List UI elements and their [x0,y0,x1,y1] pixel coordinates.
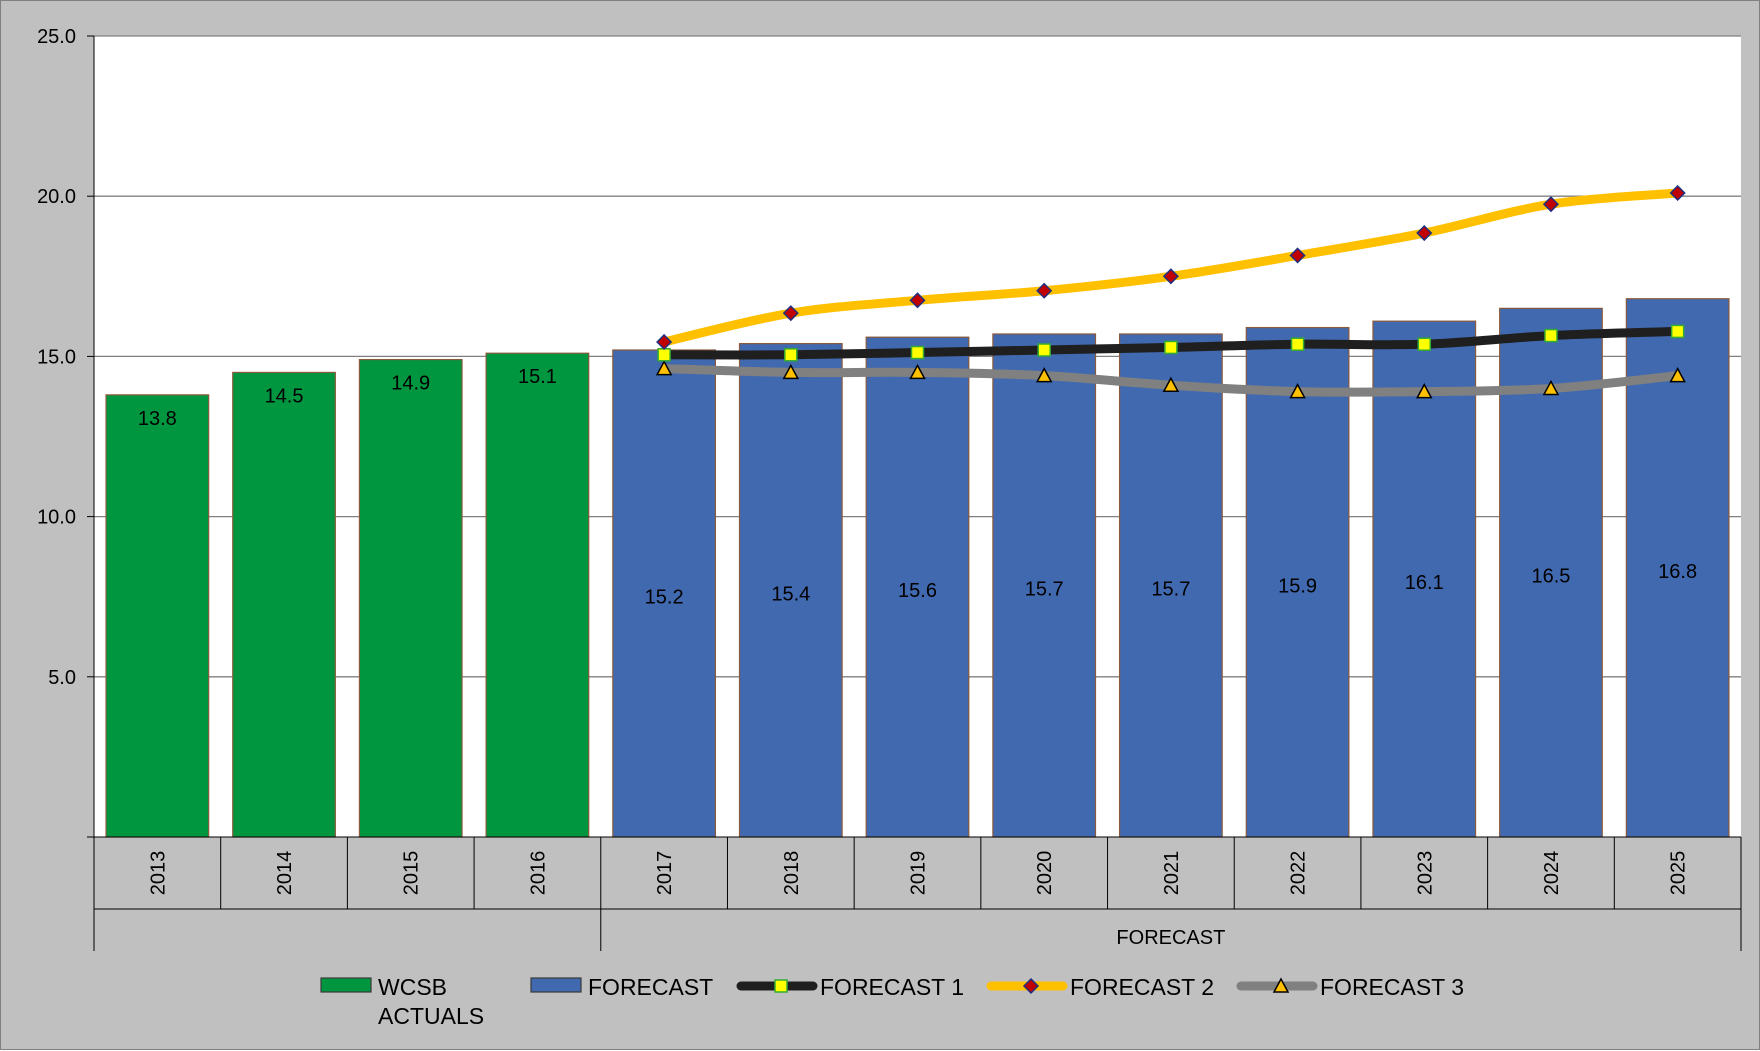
line-point [1162,268,1179,285]
legend-label: FORECAST 2 [1070,974,1214,1000]
x-tick-label: 2024 [1541,851,1563,896]
bar [865,336,970,838]
bar-data-label: 15.6 [898,580,937,602]
bar-data-label: 16.8 [1658,561,1697,583]
line-point [1035,367,1053,383]
x-tick-label: 2014 [274,851,296,896]
line-point [784,348,798,362]
bar [1372,320,1477,838]
x-tick-label: 2016 [527,851,549,896]
legend-label: FORECAST [588,974,713,1000]
line-point [1670,324,1685,339]
line-point [782,363,800,380]
x-tick-label: 2022 [1288,851,1310,896]
line-point [1022,977,1040,995]
y-tick-label: 25.0 [37,26,76,48]
line-point [910,345,925,360]
line-point [782,305,799,322]
line-point [1417,337,1432,351]
bar [1118,333,1223,838]
line-point [1289,247,1306,264]
bar-data-label: 14.9 [391,373,430,395]
bar-data-label: 16.1 [1405,572,1444,594]
bar [485,352,590,838]
bar-data-label: 15.9 [1278,575,1317,597]
legend-label: FORECAST 1 [820,974,964,1000]
line-point [1416,224,1433,242]
line-point [909,363,926,380]
bar-data-label: 15.1 [518,366,557,388]
line-point [909,292,926,309]
legend-swatch [320,977,372,993]
line-point [1542,379,1560,396]
line-point [1289,383,1306,399]
line-point [1669,367,1686,383]
x-tick-label: 2023 [1414,851,1436,896]
bar [105,394,210,838]
line-point [1542,196,1560,213]
line-point [1669,184,1686,202]
bar-data-label: 15.7 [1151,578,1190,600]
y-tick-label: 10.0 [37,507,76,529]
line-point [657,348,671,362]
bar [358,359,463,838]
bar-data-label: 13.8 [138,408,177,430]
bar-data-label: 15.7 [1025,578,1064,600]
line-point [1416,383,1433,399]
bar [1245,326,1350,838]
bar [992,333,1097,838]
line-point [655,359,673,376]
line-point [1036,282,1053,299]
line-point [1290,337,1305,351]
bar [612,349,717,838]
legend-label: ACTUALS [378,1003,484,1029]
line-point [1162,376,1180,392]
bar-data-label: 15.2 [645,586,684,608]
x-tick-label: 2017 [654,851,676,896]
x-tick-label: 2018 [781,851,803,896]
bar-data-label: 16.5 [1531,566,1570,588]
x-tick-label: 2013 [147,851,169,896]
legend-label: WCSB [378,974,447,1000]
bar-data-label: 14.5 [265,385,304,407]
y-tick-label: 20.0 [37,186,76,208]
category-group-label: FORECAST [1116,927,1225,949]
bar [738,342,843,838]
line-point [774,979,788,993]
line-point [1164,340,1178,355]
bar-data-label: 15.4 [771,583,810,605]
legend-label: FORECAST 3 [1320,974,1464,1000]
x-tick-label: 2015 [401,851,423,896]
x-tick-label: 2019 [908,851,930,896]
line-point [656,333,673,351]
x-tick-label: 2025 [1668,851,1690,896]
line-point [1544,328,1558,343]
y-tick-label: 5.0 [48,667,76,689]
line-point [1037,343,1051,357]
y-tick-label: 15.0 [37,346,76,368]
x-tick-label: 2020 [1034,851,1056,896]
bar [1499,307,1603,838]
legend-swatch [530,977,582,993]
x-tick-label: 2021 [1161,851,1183,896]
line-point [1272,977,1290,993]
bar [232,371,336,838]
